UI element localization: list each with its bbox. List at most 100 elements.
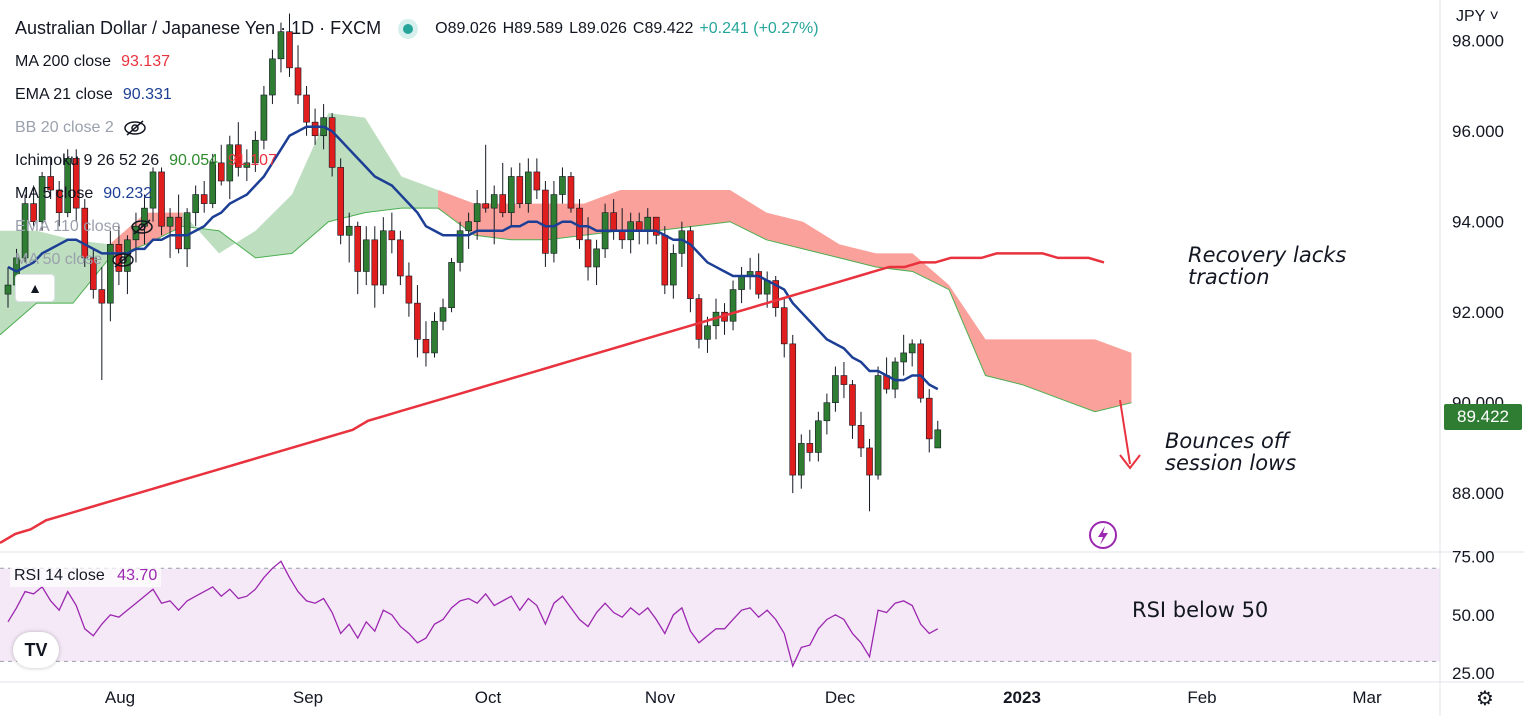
ema21-line: [7, 125, 939, 391]
cloud-segment: [182, 212, 219, 254]
collapse-legend-button[interactable]: ▲: [15, 274, 55, 302]
indicator-value: 91.107: [228, 152, 277, 169]
indicator-value: 90.232: [103, 185, 153, 202]
cloud-segment: [693, 190, 730, 227]
candle-body: [235, 144, 242, 168]
cloud-segment: [1022, 339, 1059, 399]
indicator-row[interactable]: BB 20 close 2: [15, 111, 819, 144]
candle-body: [567, 176, 575, 209]
candle-body: [252, 139, 259, 164]
candle-body: [64, 158, 72, 213]
rsi-line: [7, 560, 939, 668]
candle-body: [448, 262, 455, 308]
candle-body: [115, 244, 123, 272]
lightning-icon[interactable]: [1089, 521, 1117, 549]
indicator-value: 90.331: [122, 86, 172, 103]
candle-body: [891, 361, 899, 390]
candle-body: [806, 443, 814, 453]
rsi-pane: [0, 560, 1440, 668]
candle-body: [780, 307, 788, 345]
candle-body: [431, 320, 438, 354]
price-tick-label: 92.000: [1452, 303, 1504, 322]
annotation-rsi: RSI below 50: [1132, 598, 1269, 622]
rsi-tick-label: 75.00: [1452, 548, 1495, 567]
candle-body: [362, 239, 370, 272]
time-tick-label: Mar: [1352, 688, 1382, 707]
candle-body: [473, 203, 481, 223]
time-tick-label: Dec: [825, 688, 856, 707]
candle-body: [670, 253, 677, 286]
candle-body: [533, 171, 541, 191]
candle-body: [260, 94, 268, 141]
rsi-band: [0, 568, 1440, 662]
candle-body: [81, 207, 89, 259]
hidden-eye-icon[interactable]: [130, 218, 153, 235]
chart-title-row: Australian Dollar / Japanese Yen · 1D · …: [15, 12, 819, 45]
candle-body: [47, 176, 54, 191]
candle-body: [149, 171, 157, 209]
time-tick-label: Oct: [475, 688, 502, 707]
indicator-label: EMA 110 close: [15, 218, 121, 235]
indicator-value: 90.054: [169, 152, 219, 169]
market-status-icon[interactable]: [403, 23, 414, 34]
rsi-legend: RSI 14 close 43.70: [10, 565, 162, 587]
candle-body: [158, 171, 165, 227]
time-tick-label: 2023: [1003, 688, 1041, 707]
chart-title: Australian Dollar / Japanese Yen · 1D · …: [15, 18, 382, 38]
price-tick-label: 94.000: [1452, 213, 1504, 232]
cloud-segment: [1095, 339, 1132, 412]
indicator-row[interactable]: MA 200 close 93.137: [15, 45, 819, 78]
indicator-row[interactable]: Ichimoku 9 26 52 26 90.054 91.107: [15, 144, 819, 177]
indicator-row[interactable]: EMA 110 close: [15, 210, 819, 243]
cloud-segment: [146, 212, 183, 245]
candle-body: [217, 162, 225, 182]
indicator-row[interactable]: MA 50 close: [15, 243, 819, 276]
candle-body: [772, 280, 780, 308]
currency-selector[interactable]: JPY ˅: [1456, 8, 1499, 25]
candle-body: [917, 343, 925, 399]
candle-body: [729, 289, 737, 322]
price-tick-label: 88.000: [1452, 484, 1504, 503]
rsi-tick-label: 50.00: [1452, 606, 1495, 625]
tradingview-logo[interactable]: TV: [13, 632, 59, 668]
last-price-tag: 89.422: [1444, 404, 1522, 430]
candle-body: [192, 194, 199, 213]
candle-body: [584, 239, 592, 268]
candle-body: [21, 203, 29, 259]
candle-body: [209, 162, 217, 204]
candle-body: [294, 67, 302, 96]
candle-body: [738, 275, 745, 290]
candle-body: [925, 397, 933, 440]
hidden-eye-icon[interactable]: [123, 119, 146, 136]
cloud-segment: [839, 244, 876, 267]
indicator-row[interactable]: MA 5 close 90.232: [15, 177, 819, 210]
candle-body: [414, 302, 421, 340]
time-tick-label: Aug: [105, 688, 135, 707]
candle-body: [405, 275, 413, 304]
candle-body: [525, 171, 532, 204]
candle-body: [380, 230, 387, 286]
candle-body: [55, 189, 63, 213]
candle-body: [90, 257, 97, 290]
candle-body: [175, 216, 182, 250]
candle-body: [849, 384, 856, 426]
candle-body: [866, 447, 873, 476]
candle-body: [755, 271, 762, 295]
candle-body: [490, 194, 498, 209]
ma200-line: [0, 252, 1105, 545]
close-value: C89.422: [632, 20, 694, 37]
rsi-tick-label: 25.00: [1452, 664, 1495, 683]
cloud-segment: [985, 339, 1022, 385]
indicator-label: Ichimoku 9 26 52 26: [15, 152, 160, 169]
candle-body: [456, 230, 464, 263]
price-tick-label: 98.000: [1452, 32, 1504, 51]
candle-body: [908, 343, 916, 354]
hidden-eye-icon[interactable]: [112, 251, 134, 268]
candle-body: [797, 443, 805, 476]
settings-gear-icon[interactable]: ⚙: [1476, 688, 1494, 710]
candle-body: [652, 216, 660, 236]
candle-body: [397, 239, 404, 277]
indicator-row[interactable]: EMA 21 close 90.331: [15, 78, 819, 111]
candle-body: [38, 176, 46, 223]
